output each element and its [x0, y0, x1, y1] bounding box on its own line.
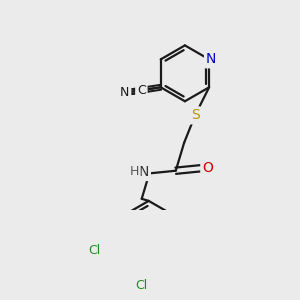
Text: N: N: [206, 52, 216, 66]
Text: N: N: [139, 165, 149, 179]
Text: S: S: [191, 108, 200, 122]
Text: H: H: [129, 166, 139, 178]
Text: Cl: Cl: [135, 279, 147, 292]
Text: O: O: [202, 161, 213, 175]
Text: N: N: [120, 86, 130, 99]
Text: C: C: [137, 84, 146, 97]
Text: Cl: Cl: [89, 244, 101, 257]
